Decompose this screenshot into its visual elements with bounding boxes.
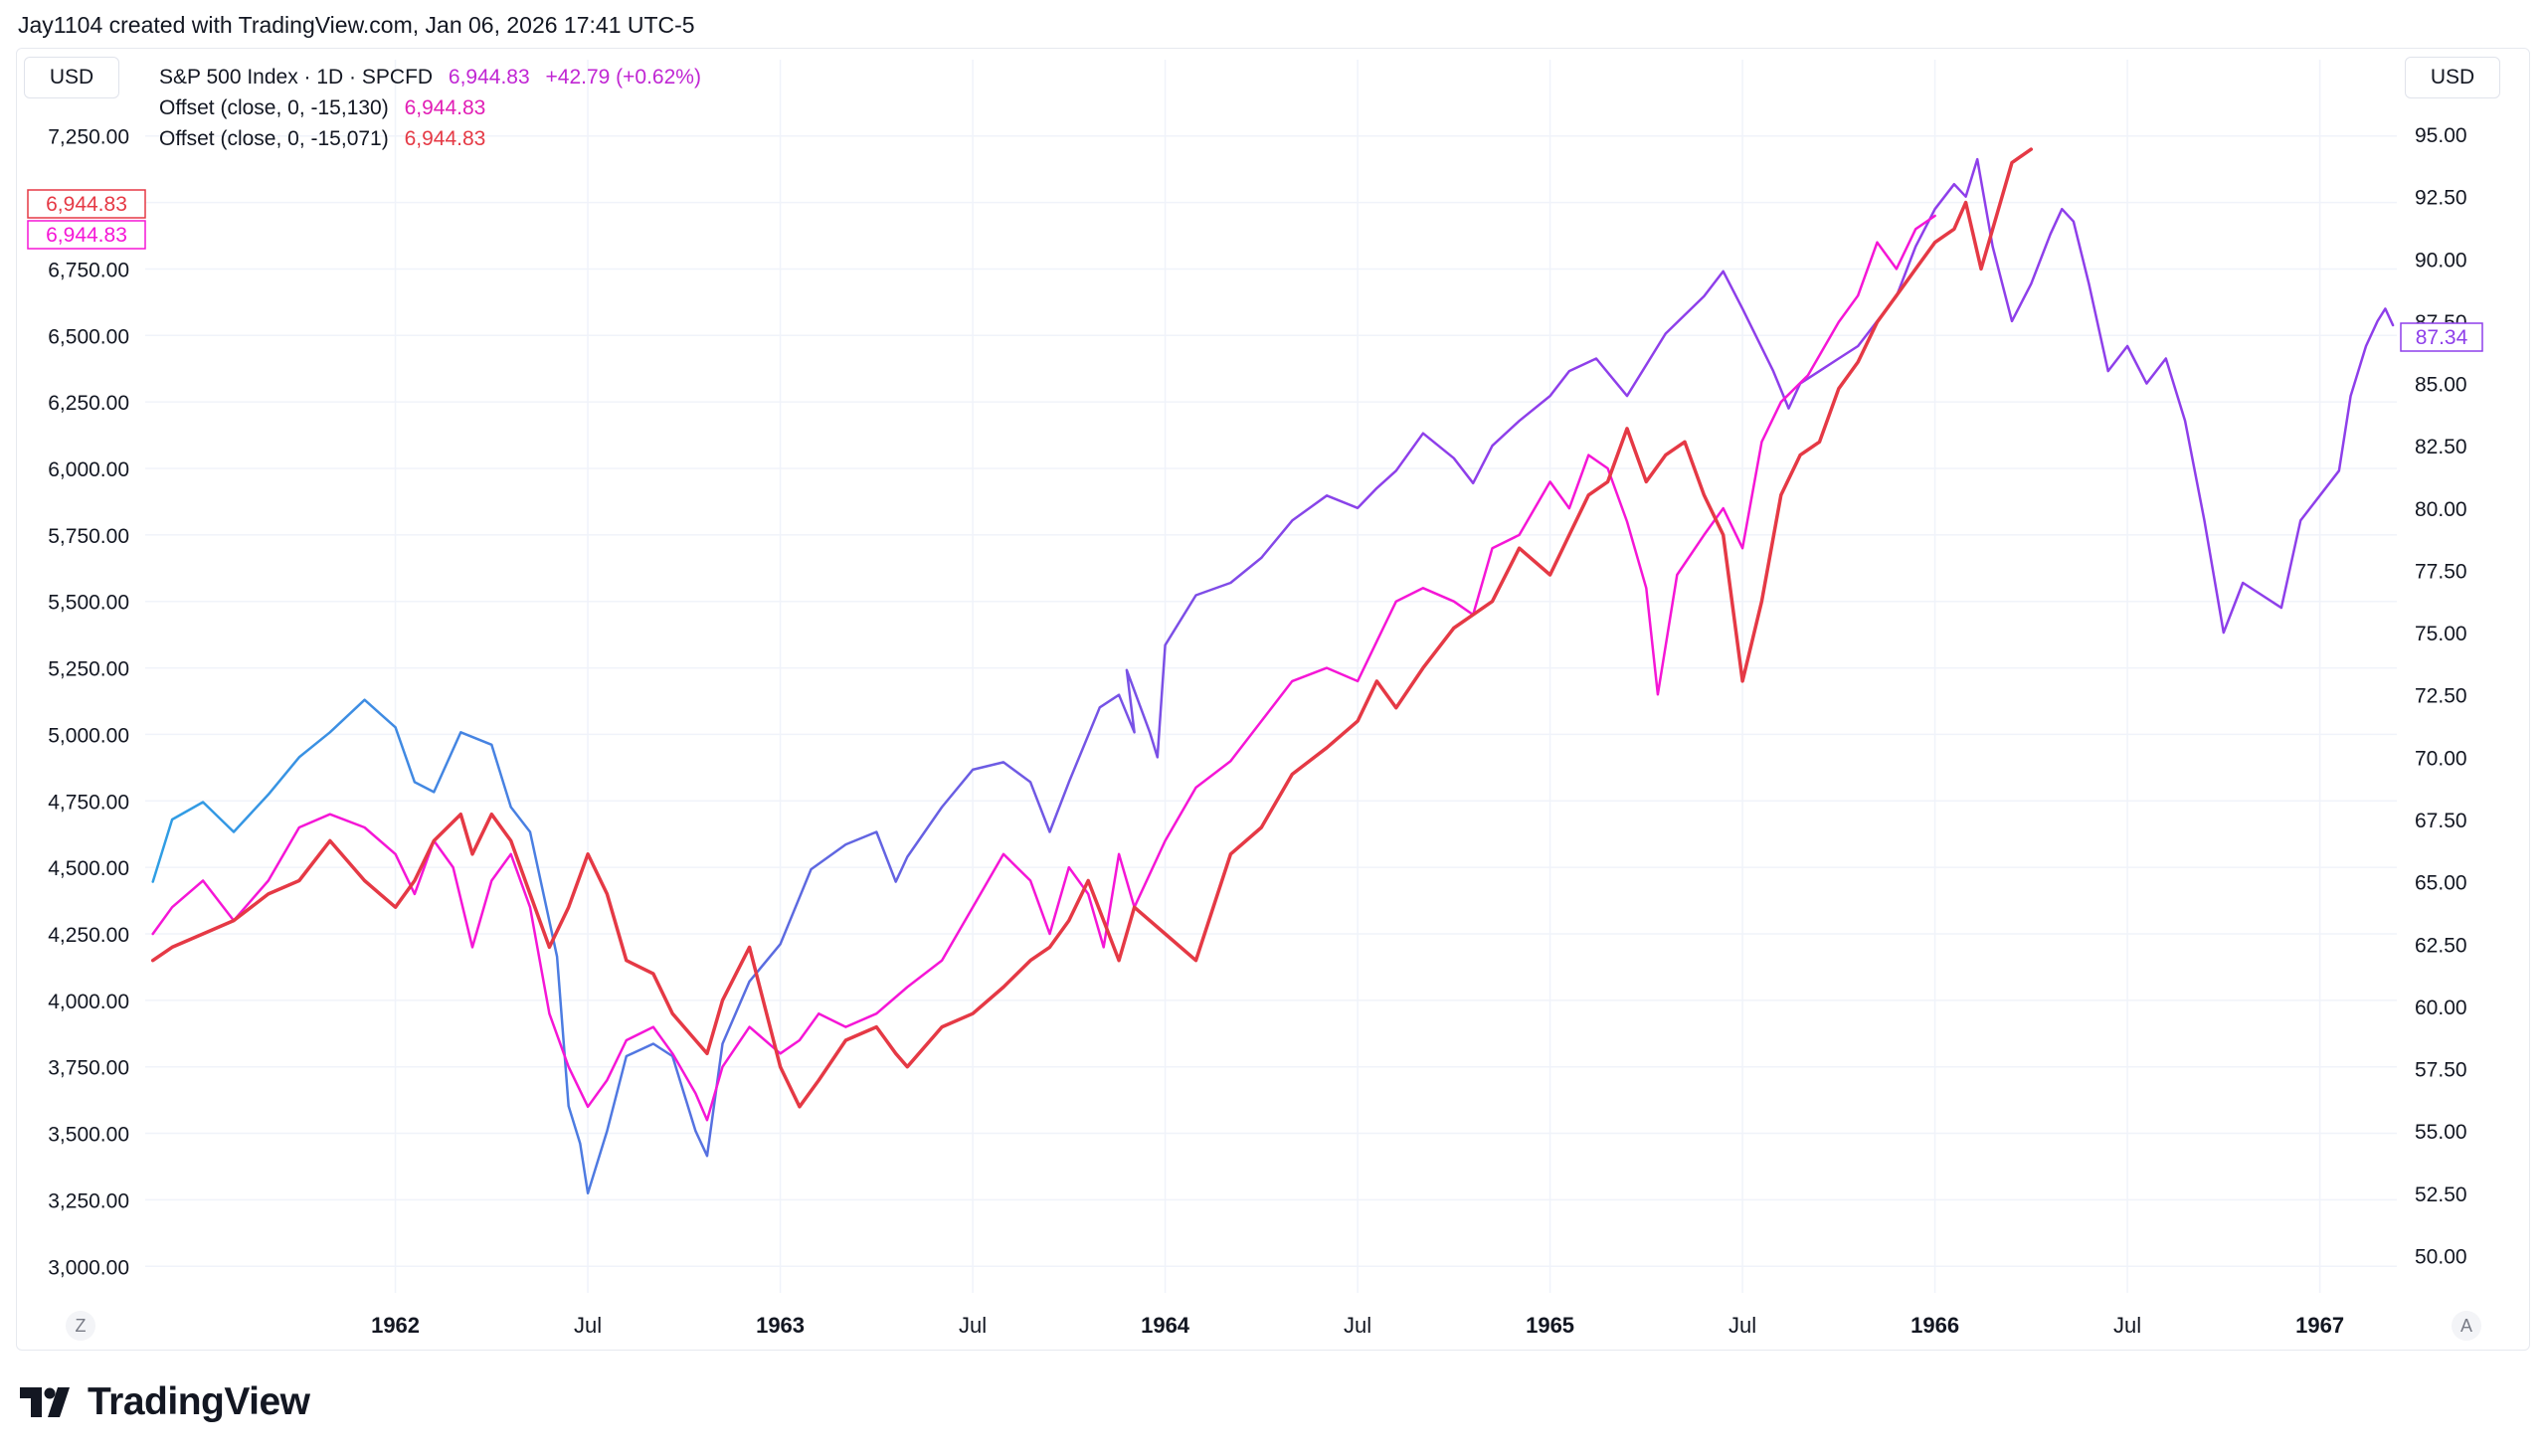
left-axis-tick: 4,750.00 xyxy=(48,791,129,814)
legend-main-label: S&P 500 Index · 1D · SPCFD xyxy=(159,66,434,89)
legend-offset2-label: Offset (close, 0, -15,071) xyxy=(159,127,389,150)
left-axis-tick: 7,250.00 xyxy=(48,126,129,149)
left-axis-tick: 3,250.00 xyxy=(48,1189,129,1212)
timezone-toggle-button[interactable]: Z xyxy=(66,1311,95,1341)
left-axis-tick: 6,250.00 xyxy=(48,392,129,415)
price-tag-left-red-box xyxy=(27,189,146,219)
legend-main-value: 6,944.83 xyxy=(448,66,530,89)
legend-offset1-label: Offset (close, 0, -15,130) xyxy=(159,96,389,119)
tradingview-logo: TradingView xyxy=(20,1380,310,1424)
left-axis-tick: 3,000.00 xyxy=(48,1256,129,1279)
right-axis-tick: 82.50 xyxy=(2415,436,2467,458)
left-axis-tick: 6,000.00 xyxy=(48,458,129,481)
price-tag-left-magenta-box xyxy=(27,220,146,250)
legend-offset2-row[interactable]: Offset (close, 0, -15,071) 6,944.83 xyxy=(159,123,701,154)
legend-main-row[interactable]: S&P 500 Index · 1D · SPCFD 6,944.83 +42.… xyxy=(159,62,701,92)
right-axis-tick: 57.50 xyxy=(2415,1059,2467,1082)
left-axis-tick: 5,000.00 xyxy=(48,724,129,747)
price-tag-right-purple: 87.34 xyxy=(2416,326,2468,349)
left-axis-tick: 3,500.00 xyxy=(48,1124,129,1147)
time-axis-tick: 1965 xyxy=(1526,1313,1574,1338)
time-axis-tick: Jul xyxy=(2113,1313,2141,1338)
price-tag-left-magenta: 6,944.83 xyxy=(46,224,127,247)
right-axis-tick: 72.50 xyxy=(2415,685,2467,708)
right-currency-button[interactable]: USD xyxy=(2405,57,2500,98)
right-axis-tick: 77.50 xyxy=(2415,560,2467,583)
price-tag-left-red: 6,944.83 xyxy=(46,193,127,216)
right-axis-tick: 52.50 xyxy=(2415,1183,2467,1206)
right-axis-tick: 70.00 xyxy=(2415,747,2467,770)
right-axis-tick: 75.00 xyxy=(2415,623,2467,645)
chart-author-header: Jay1104 created with TradingView.com, Ja… xyxy=(18,12,695,38)
legend-offset1-value: 6,944.83 xyxy=(404,96,486,119)
right-axis-tick: 92.50 xyxy=(2415,187,2467,210)
right-axis-tick: 85.00 xyxy=(2415,374,2467,397)
price-tags: 6,944.83 6,944.83 87.34 xyxy=(27,189,2483,352)
series-line-0[interactable] xyxy=(151,157,2395,1195)
right-axis-tick: 65.00 xyxy=(2415,872,2467,895)
legend-offset1-row[interactable]: Offset (close, 0, -15,130) 6,944.83 xyxy=(159,92,701,123)
time-axis-tick: 1964 xyxy=(1141,1313,1190,1338)
left-axis-tick: 6,750.00 xyxy=(48,259,129,281)
left-axis-tick: 4,500.00 xyxy=(48,857,129,880)
time-axis-tick: Jul xyxy=(574,1313,602,1338)
legend-offset2-value: 6,944.83 xyxy=(404,127,486,150)
right-axis-tick: 62.50 xyxy=(2415,934,2467,957)
right-axis-tick: 67.50 xyxy=(2415,810,2467,832)
grid-lines xyxy=(145,60,2397,1293)
time-axis-tick: 1963 xyxy=(756,1313,805,1338)
chart-legend: S&P 500 Index · 1D · SPCFD 6,944.83 +42.… xyxy=(159,62,701,154)
time-axis-tick: 1962 xyxy=(371,1313,420,1338)
price-tag-right-purple-box xyxy=(2400,322,2483,352)
legend-main-change: +42.79 (+0.62%) xyxy=(545,66,701,89)
tradingview-logo-text: TradingView xyxy=(88,1380,310,1423)
left-axis-tick: 5,500.00 xyxy=(48,592,129,615)
right-axis-tick: 60.00 xyxy=(2415,997,2467,1019)
time-axis-ticks: 1962 Jul 1963 Jul 1964 Jul 1965 Jul 1966 Jul 1967 xyxy=(371,1313,2344,1338)
right-axis-tick: 90.00 xyxy=(2415,249,2467,272)
time-axis-tick: Jul xyxy=(1728,1313,1756,1338)
tradingview-logo-icon xyxy=(20,1387,70,1417)
right-axis-tick: 55.00 xyxy=(2415,1121,2467,1144)
right-axis-tick: 50.00 xyxy=(2415,1245,2467,1268)
left-axis-ticks: 7,250.007,000.006,750.006,500.006,250.00… xyxy=(48,126,129,1280)
right-axis-tick: 95.00 xyxy=(2415,124,2467,147)
time-axis-tick: 1966 xyxy=(1910,1313,1959,1338)
series-lines xyxy=(150,147,2395,1195)
left-currency-button[interactable]: USD xyxy=(24,57,119,98)
right-axis-tick: 80.00 xyxy=(2415,498,2467,521)
left-axis-tick: 3,750.00 xyxy=(48,1057,129,1080)
time-axis-tick: Jul xyxy=(959,1313,987,1338)
time-axis-tick: 1967 xyxy=(2295,1313,2344,1338)
time-axis-tick: Jul xyxy=(1344,1313,1371,1338)
left-axis-tick: 4,000.00 xyxy=(48,991,129,1013)
right-axis-ticks: 95.0092.5090.0087.5085.0082.5080.0077.50… xyxy=(2415,124,2467,1268)
auto-scale-button[interactable]: A xyxy=(2452,1311,2481,1341)
chart-frame xyxy=(16,48,2530,1351)
left-axis-tick: 5,250.00 xyxy=(48,658,129,681)
left-axis-tick: 4,250.00 xyxy=(48,924,129,947)
left-axis-tick: 5,750.00 xyxy=(48,525,129,548)
left-axis-tick: 6,500.00 xyxy=(48,325,129,348)
series-line-1[interactable] xyxy=(151,214,1936,1122)
series-line-2[interactable] xyxy=(150,147,2034,1109)
